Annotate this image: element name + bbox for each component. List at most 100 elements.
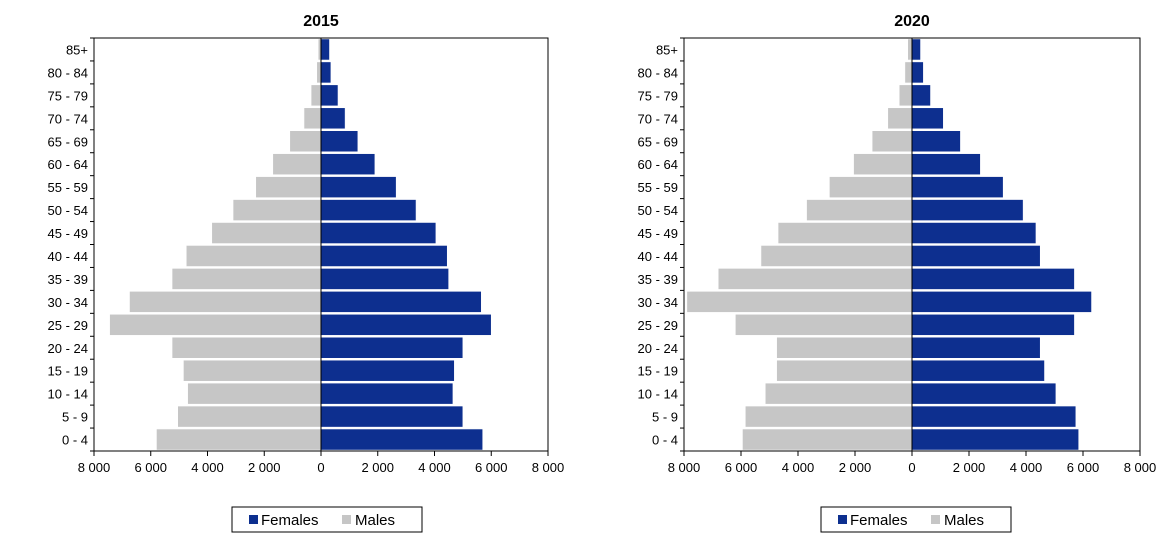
bar-females-30-34: [320, 291, 482, 313]
y-tick-label: 55 - 59: [48, 180, 88, 195]
bar-females-80-84: [911, 61, 924, 84]
legend-label-females: Females: [850, 512, 908, 529]
legend-swatch-females: [249, 515, 258, 524]
bar-females-30-34: [911, 291, 1092, 313]
y-tick-label: 65 - 69: [638, 134, 678, 149]
legend: Females Males: [820, 506, 1012, 533]
bar-females-5-9: [320, 405, 464, 428]
x-tick-label: 4 000: [191, 460, 224, 475]
x-tick-label: 8 000: [1124, 460, 1156, 475]
y-tick-label: 30 - 34: [48, 295, 88, 310]
y-tick-label: 45 - 49: [48, 226, 88, 241]
y-tick-label: 5 - 9: [62, 410, 88, 425]
bar-males-50-54: [232, 199, 322, 221]
x-tick-label: 8 000: [532, 460, 565, 475]
bar-females-55-59: [911, 176, 1004, 198]
y-tick-label: 25 - 29: [48, 318, 88, 333]
bar-males-15-19: [183, 359, 322, 382]
y-tick-label: 20 - 24: [48, 341, 88, 356]
bar-females-35-39: [320, 268, 449, 290]
y-tick-label: 10 - 14: [48, 387, 88, 402]
bar-females-50-54: [911, 199, 1024, 221]
y-tick-label: 80 - 84: [48, 65, 88, 80]
bar-males-75-79: [898, 84, 913, 107]
bar-females-0-4: [320, 428, 484, 451]
y-tick-label: 40 - 44: [638, 249, 678, 264]
y-tick-label: 85+: [66, 42, 88, 57]
x-tick-label: 8 000: [668, 460, 701, 475]
bar-males-25-29: [109, 313, 322, 336]
legend-box: [231, 506, 423, 533]
chart-title: 2020: [894, 13, 930, 30]
bar-females-0-4: [911, 428, 1080, 451]
y-tick-label: 85+: [656, 42, 678, 57]
bar-males-35-39: [717, 268, 913, 290]
bar-males-45-49: [777, 222, 913, 244]
bar-females-20-24: [320, 336, 464, 359]
bar-males-75-79: [310, 84, 322, 107]
y-tick-label: 55 - 59: [638, 180, 678, 195]
bar-males-25-29: [734, 313, 913, 336]
y-tick-label: 35 - 39: [638, 272, 678, 287]
y-tick-label: 15 - 19: [638, 364, 678, 379]
legend: Females Males: [231, 506, 423, 533]
y-tick-label: 50 - 54: [638, 203, 678, 218]
bar-males-15-19: [776, 359, 913, 382]
bar-males-65-69: [289, 130, 322, 153]
bar-females-5-9: [911, 405, 1077, 428]
bar-males-30-34: [129, 291, 322, 313]
y-tick-label: 65 - 69: [48, 134, 88, 149]
x-tick-label: 4 000: [418, 460, 451, 475]
bar-males-40-44: [760, 245, 913, 267]
pyramid-chart-2020: 2020 0 - 4 5 - 9 10 - 14 15 - 19 20 - 24 25 - …: [638, 13, 1156, 533]
bar-females-60-64: [911, 153, 981, 176]
bar-males-20-24: [776, 336, 913, 359]
x-tick-label: 6 000: [134, 460, 167, 475]
y-tick-label: 25 - 29: [638, 318, 678, 333]
pyramid-chart-2015: 2015 0 - 4 5 - 9 10 - 14 15 - 19 20 - 24 25 - …: [48, 13, 565, 533]
x-tick-label: 6 000: [475, 460, 508, 475]
bar-males-55-59: [255, 176, 322, 198]
bar-males-85+: [907, 38, 913, 61]
y-tick-label: 15 - 19: [48, 364, 88, 379]
bar-females-25-29: [911, 313, 1075, 336]
x-tick-label: 8 000: [78, 460, 111, 475]
bar-males-5-9: [744, 405, 913, 428]
x-tick-label: 6 000: [725, 460, 758, 475]
bar-males-35-39: [171, 268, 322, 290]
x-tick-label: 4 000: [1010, 460, 1043, 475]
bar-males-55-59: [829, 176, 913, 198]
bar-females-25-29: [320, 313, 492, 336]
bar-females-15-19: [911, 359, 1045, 382]
y-tick-label: 0 - 4: [652, 433, 678, 448]
bar-males-0-4: [156, 428, 322, 451]
bar-females-50-54: [320, 199, 417, 221]
legend-box: [820, 506, 1012, 533]
bar-females-70-74: [320, 107, 346, 130]
legend-label-males: Males: [944, 512, 984, 529]
x-tick-label: 0: [908, 460, 915, 475]
chart-title: 2015: [303, 13, 339, 30]
bar-females-40-44: [320, 245, 448, 267]
y-tick-label: 75 - 79: [638, 88, 678, 103]
bar-females-45-49: [320, 222, 437, 244]
bar-males-5-9: [177, 405, 322, 428]
bar-males-20-24: [171, 336, 322, 359]
bar-females-10-14: [320, 382, 454, 405]
bar-males-70-74: [887, 107, 913, 130]
x-tick-label: 0: [317, 460, 324, 475]
bar-females-80-84: [320, 61, 332, 84]
legend-label-males: Males: [355, 512, 395, 529]
y-tick-label: 80 - 84: [638, 65, 678, 80]
y-tick-label: 10 - 14: [638, 387, 678, 402]
bar-females-20-24: [911, 336, 1041, 359]
bar-males-45-49: [211, 222, 322, 244]
bar-females-75-79: [320, 84, 339, 107]
bar-females-85+: [320, 38, 330, 61]
bar-males-30-34: [686, 291, 913, 313]
legend-swatch-females: [838, 515, 847, 524]
bar-females-15-19: [320, 359, 455, 382]
x-tick-label: 2 000: [953, 460, 986, 475]
x-tick-label: 4 000: [782, 460, 815, 475]
